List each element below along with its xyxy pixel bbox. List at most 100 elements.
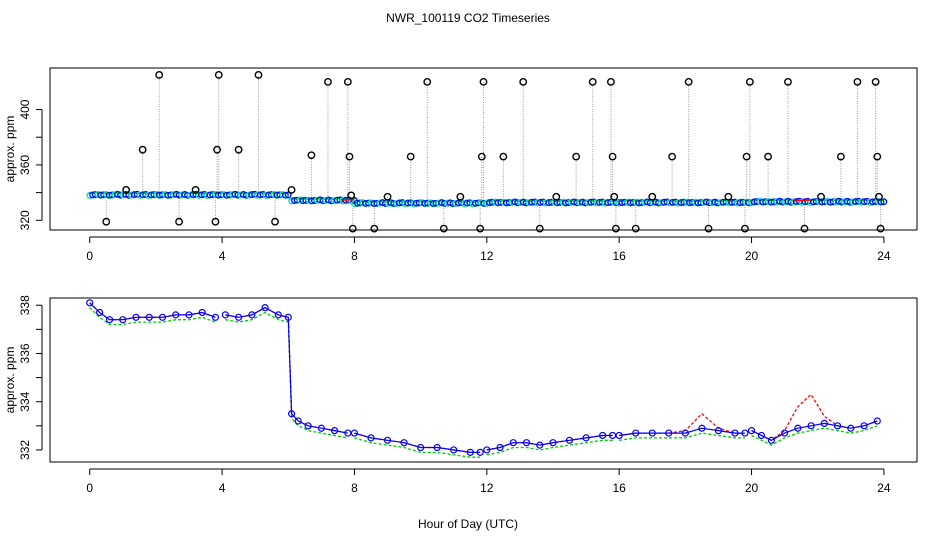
series-blue-point <box>847 424 855 432</box>
bot-x-tick-label: 8 <box>351 481 358 495</box>
series-blue-point <box>284 313 292 321</box>
spike-point <box>191 185 200 194</box>
series-blue-point <box>820 419 828 428</box>
spike-point <box>383 192 392 201</box>
spike-point <box>406 152 415 161</box>
spike-point <box>871 77 880 86</box>
top-y-tick-label: 320 <box>18 210 32 230</box>
spike-point <box>155 71 164 79</box>
bot-x-tick-label: 12 <box>480 481 494 495</box>
spike-point <box>138 145 147 154</box>
bot-x-tick-label: 4 <box>219 481 226 495</box>
series-blue-point <box>86 299 94 307</box>
series-blue-point <box>450 446 458 454</box>
spike-point <box>875 192 883 201</box>
series-blue-point <box>496 443 504 452</box>
series-blue-point <box>294 417 302 425</box>
top-x-tick-label: 20 <box>745 249 759 263</box>
series-blue-point <box>172 311 180 319</box>
series-blue-point <box>400 439 408 447</box>
bottom-y-axis: 332 334 336 338 <box>18 295 43 460</box>
series-blue-point <box>330 427 339 435</box>
series-blue-point <box>747 427 756 435</box>
spike-point <box>477 152 486 161</box>
bot-x-tick-label: 0 <box>86 481 93 495</box>
spike-point <box>648 192 657 201</box>
series-blue-point <box>509 439 517 447</box>
top-x-tick-label: 8 <box>351 249 358 263</box>
bot-y-tick-label: 338 <box>18 295 32 315</box>
series-blue-point <box>608 431 617 440</box>
spike-point <box>456 192 465 201</box>
spike-point <box>499 152 508 161</box>
top-plot-frame <box>49 67 918 231</box>
spike-point <box>348 224 357 233</box>
spike-point <box>745 77 754 86</box>
spike-point <box>607 77 615 86</box>
series-blue-point <box>287 410 296 418</box>
spike-point <box>343 77 352 86</box>
spike-point <box>287 185 296 194</box>
series-blue-point <box>757 431 766 440</box>
spike-point <box>214 71 223 79</box>
series-blue-point <box>367 434 375 442</box>
series-blue-point <box>741 429 749 437</box>
series-blue-point <box>248 311 256 319</box>
spike-point <box>610 192 619 201</box>
series-blue-point <box>873 417 881 425</box>
spike-point <box>668 152 677 161</box>
series-blue-point <box>304 422 312 430</box>
bot-x-tick-label: 20 <box>745 481 759 495</box>
series-red-line <box>89 302 878 454</box>
series-blue-point <box>483 446 491 454</box>
spike-point <box>439 224 448 233</box>
top-panel: 0 4 8 12 16 20 24 320 360 400 approx. ppm <box>3 67 918 263</box>
series-blue-point <box>714 427 723 435</box>
baseline-point <box>880 198 888 205</box>
series-blue-point <box>698 424 706 432</box>
series-blue-point <box>433 443 441 452</box>
top-y-tick-label: 400 <box>18 99 32 119</box>
series-blue-point <box>417 443 425 452</box>
series-blue-point <box>211 313 220 321</box>
series-blue-point <box>615 431 623 440</box>
spike-point <box>572 152 581 161</box>
baseline-red-accent <box>794 199 812 202</box>
series-blue-point <box>158 313 167 321</box>
series-blue-line <box>89 302 878 453</box>
series-blue-point <box>833 422 842 430</box>
spike-point <box>836 152 845 161</box>
spike-point <box>122 185 131 194</box>
spike-point <box>211 217 220 226</box>
top-x-tick-label: 12 <box>480 249 494 263</box>
spike-point <box>254 71 263 79</box>
spike-point <box>817 192 825 201</box>
spike-point <box>307 151 316 160</box>
x-axis-label: Hour of Day (UTC) <box>418 517 518 531</box>
spike-point <box>876 224 885 233</box>
spike-point <box>519 77 528 86</box>
baseline-red-accent <box>341 198 355 201</box>
series-blue-point <box>96 308 104 317</box>
baseline-point <box>284 191 292 199</box>
series-blue-point <box>807 422 815 430</box>
spike-point <box>588 77 597 86</box>
series-blue-point <box>632 429 640 437</box>
series-blue-point <box>781 429 789 437</box>
spike-point <box>800 224 809 233</box>
spike-point <box>724 192 733 201</box>
spike-point <box>324 77 332 86</box>
spike-point <box>611 224 620 233</box>
series-blue-point <box>105 316 114 324</box>
series-blue-point <box>261 304 269 312</box>
spike-point <box>213 145 222 154</box>
series-blue-point <box>132 313 140 321</box>
series-blue-point <box>794 424 802 432</box>
series-blue-point <box>860 422 868 430</box>
series-blue-point <box>274 311 282 319</box>
series-blue-point <box>565 436 574 444</box>
top-x-tick-label: 16 <box>612 249 626 263</box>
bottom-y-axis-label: approx. ppm <box>3 347 17 414</box>
top-x-tick-label: 24 <box>877 249 891 263</box>
spike-point <box>175 217 183 226</box>
